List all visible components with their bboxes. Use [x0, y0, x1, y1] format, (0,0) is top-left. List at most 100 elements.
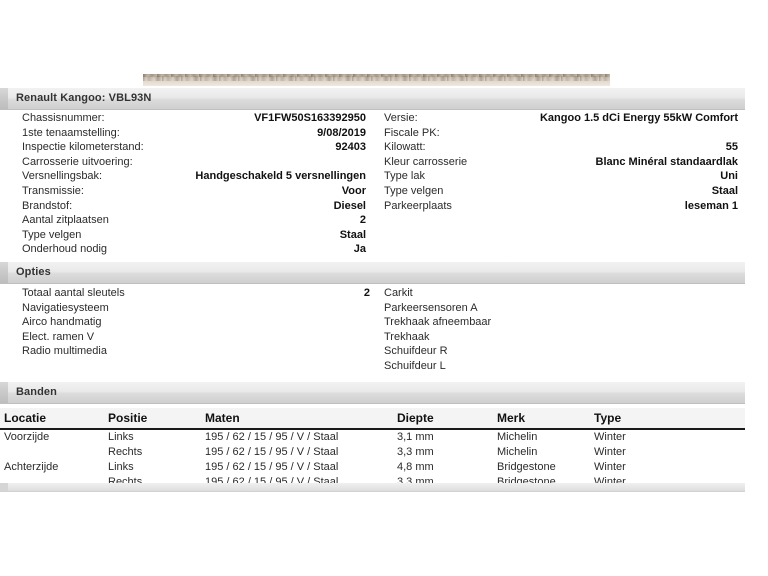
- vehicle-detail-label: Chassisnummer:: [22, 112, 105, 124]
- vehicle-detail-value: 55: [725, 141, 738, 154]
- vehicle-detail-value: Voor: [341, 184, 366, 197]
- section-title-options: Opties: [16, 266, 51, 278]
- vehicle-detail-row: Type lak Uni: [384, 170, 738, 185]
- tires-cell: Michelin: [497, 430, 538, 443]
- option-row: Totaal aantal sleutels 2: [22, 287, 370, 302]
- tires-cell: Winter: [594, 460, 626, 473]
- vehicle-detail-value: Staal: [711, 184, 738, 197]
- tires-cell: 195 / 62 / 15 / 95 / V / Staal: [205, 460, 339, 473]
- vehicle-detail-label: Kilowatt:: [384, 141, 426, 154]
- option-row: Trekhaak afneembaar: [384, 316, 634, 331]
- tires-cell: Winter: [594, 445, 626, 458]
- tires-cell: Voorzijde: [4, 430, 50, 443]
- vehicle-detail-label: Type velgen: [22, 228, 82, 241]
- vehicle-detail-label: Brandstof:: [22, 199, 73, 212]
- tires-column-header: Diepte: [397, 408, 497, 430]
- vehicle-detail-value: 92403: [335, 141, 366, 154]
- option-label: Trekhaak: [384, 330, 430, 343]
- vehicle-detail-value: VF1FW50S163392950: [254, 112, 366, 124]
- tires-cell: [0, 445, 108, 460]
- vehicle-detail-label: Type velgen: [384, 184, 444, 197]
- section-title-tires: Banden: [16, 386, 57, 398]
- vehicle-detail-row: Brandstof: Diesel: [22, 200, 366, 215]
- vehicle-detail-value: Kangoo 1.5 dCi Energy 55kW Comfort: [539, 112, 738, 124]
- tires-cell: Winter: [594, 430, 626, 443]
- options-right-column: Carkit Parkeersensoren A Trekhaak afneemba…: [384, 287, 634, 375]
- vehicle-detail-label: Carrosserie uitvoering:: [22, 155, 133, 168]
- section-gutter: [0, 88, 8, 109]
- section-header-tires: Banden: [0, 382, 745, 404]
- vehicle-detail-row: Type velgen Staal: [22, 229, 366, 244]
- vehicle-detail-value: leseman 1: [684, 199, 738, 212]
- vehicle-detail-label: Aantal zitplaatsen: [22, 214, 109, 227]
- vehicle-detail-row: 1ste tenaamstelling: 9/08/2019: [22, 127, 366, 142]
- vehicle-detail-row: Kleur carrosserie Blanc Minéral standaard…: [384, 156, 738, 171]
- option-label: Elect. ramen V: [22, 330, 95, 343]
- vehicle-detail-value: Diesel: [333, 199, 366, 212]
- tires-column-header: Positie: [108, 408, 205, 430]
- vehicle-detail-value: Handgeschakeld 5 versnellingen: [195, 170, 366, 183]
- option-label: Navigatiesysteem: [22, 301, 109, 314]
- tires-column-header: Type: [594, 408, 745, 430]
- tires-cell: Michelin: [497, 445, 538, 458]
- section-gutter: [0, 382, 8, 403]
- option-row: Parkeersensoren A: [384, 302, 634, 317]
- option-row: Radio multimedia: [22, 345, 370, 360]
- option-label: Carkit: [384, 287, 413, 299]
- photo-texture-top: [143, 74, 610, 77]
- option-label: Trekhaak afneembaar: [384, 316, 492, 329]
- option-row: Airco handmatig: [22, 316, 370, 331]
- vehicle-detail-value: 2: [359, 214, 366, 227]
- vehicle-detail-value: Uni: [720, 170, 738, 183]
- table-row: Rechts 195 / 62 / 15 / 95 / V / Staal 3,3 …: [0, 445, 745, 460]
- option-row: Navigatiesysteem: [22, 302, 370, 317]
- vehicle-detail-row: Carrosserie uitvoering:: [22, 156, 366, 171]
- vehicle-detail-row: Versie: Kangoo 1.5 dCi Energy 55kW Comfor…: [384, 112, 738, 127]
- vehicle-detail-row: Versnellingsbak: Handgeschakeld 5 versnel…: [22, 170, 366, 185]
- section-gutter: [0, 262, 8, 283]
- option-label: Schuifdeur L: [384, 359, 446, 372]
- tires-cell: Bridgestone: [497, 460, 556, 473]
- vehicle-details-right-column: Versie: Kangoo 1.5 dCi Energy 55kW Comfor…: [384, 112, 738, 214]
- vehicle-detail-label: Parkeerplaats: [384, 199, 452, 212]
- tires-header-row: Locatie Positie Maten Diepte Merk Type: [0, 408, 745, 430]
- tires-cell: 195 / 62 / 15 / 95 / V / Staal: [205, 430, 339, 443]
- tires-column-header: Merk: [497, 408, 594, 430]
- option-row: Trekhaak: [384, 331, 634, 346]
- tires-table-head: Locatie Positie Maten Diepte Merk Type: [0, 408, 745, 430]
- tires-cell: 3,1 mm: [397, 430, 434, 443]
- vehicle-detail-label: Type lak: [384, 170, 425, 183]
- tires-table-wrapper: Locatie Positie Maten Diepte Merk Type Voorzi…: [0, 408, 745, 490]
- vehicle-detail-label: Versnellingsbak:: [22, 170, 103, 183]
- tires-column-header: Locatie: [0, 408, 108, 430]
- section-header-vehicle: Renault Kangoo: VBL93N: [0, 88, 745, 110]
- option-row: Carkit: [384, 287, 634, 302]
- vehicle-detail-row: Aantal zitplaatsen 2: [22, 214, 366, 229]
- option-label: Schuifdeur R: [384, 345, 448, 358]
- vehicle-detail-label: Onderhoud nodig: [22, 243, 108, 256]
- vehicle-detail-value: Staal: [339, 228, 366, 241]
- vehicle-detail-row: Parkeerplaats leseman 1: [384, 200, 738, 215]
- vehicle-detail-value: 9/08/2019: [317, 126, 366, 139]
- tires-column-header: Maten: [205, 408, 397, 430]
- vehicle-detail-label: Kleur carrosserie: [384, 155, 468, 168]
- tires-cell: 3,3 mm: [397, 445, 434, 458]
- vehicle-detail-label: Transmissie:: [22, 184, 84, 197]
- vehicle-detail-row: Fiscale PK:: [384, 127, 738, 142]
- tires-cell: Rechts: [108, 445, 143, 458]
- section-title-vehicle: Renault Kangoo: VBL93N: [16, 92, 152, 104]
- tires-cell: 195 / 62 / 15 / 95 / V / Staal: [205, 445, 339, 458]
- section-header-options: Opties: [0, 262, 745, 284]
- tires-cell: Achterzijde: [4, 460, 59, 473]
- tires-cell: Links: [108, 460, 134, 473]
- vehicle-detail-label: 1ste tenaamstelling:: [22, 126, 120, 139]
- vehicle-detail-row: Transmissie: Voor: [22, 185, 366, 200]
- table-row: Voorzijde Links 195 / 62 / 15 / 95 / V / S…: [0, 429, 745, 445]
- option-row: Schuifdeur R: [384, 345, 634, 360]
- tires-cell: Links: [108, 430, 134, 443]
- tires-cell: 4,8 mm: [397, 460, 434, 473]
- vehicle-detail-value: Blanc Minéral standaardlak: [595, 155, 738, 168]
- photo-texture: [143, 76, 610, 81]
- option-row: Schuifdeur L: [384, 360, 634, 375]
